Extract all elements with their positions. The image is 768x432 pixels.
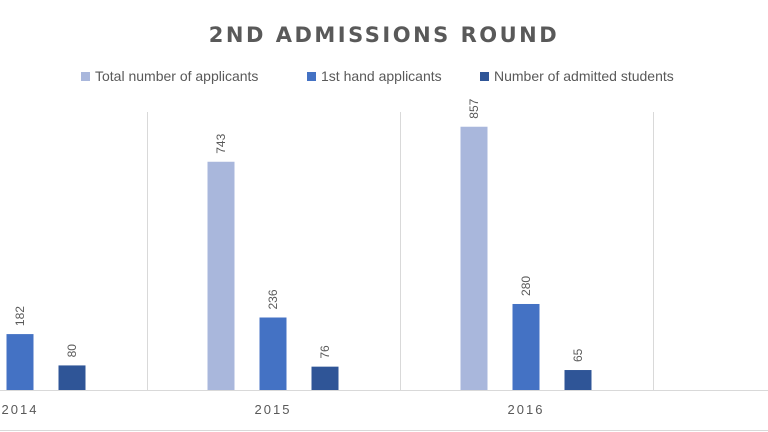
bar-number-of-admitted-students-2016 (564, 370, 592, 390)
data-label-number-of-admitted-students-2016: 65 (571, 348, 585, 362)
legend: Total number of applicants 1st hand appli… (81, 68, 674, 84)
data-label-number-of-admitted-students-2014: 80 (65, 344, 79, 358)
bar-total-number-of-applicants-2016 (460, 126, 488, 390)
category-separators (147, 112, 654, 390)
data-label-1st-hand-applicants-2016: 280 (519, 276, 533, 296)
legend-label-1st-hand-applicants: 1st hand applicants (321, 68, 442, 84)
x-tick-label-2014: 2014 (2, 402, 39, 417)
x-tick-label-2016: 2016 (508, 402, 545, 417)
legend-swatch-1st-hand-applicants (307, 72, 316, 81)
bar-total-number-of-applicants-2015 (207, 161, 235, 390)
legend-label-number-of-admitted-students: Number of admitted students (494, 68, 674, 84)
bar-1st-hand-applicants-2015 (259, 317, 287, 390)
data-label-total-number-of-applicants-2016: 857 (467, 98, 481, 118)
data-label-number-of-admitted-students-2015: 76 (318, 345, 332, 359)
legend-swatch-number-of-admitted-students (480, 72, 489, 81)
x-tick-label-2015: 2015 (255, 402, 292, 417)
bar-number-of-admitted-students-2014 (58, 365, 86, 390)
legend-label-total-number-of-applicants: Total number of applicants (95, 68, 258, 84)
data-label-total-number-of-applicants-2015: 743 (214, 133, 228, 153)
bars (6, 126, 592, 390)
x-axis-ticks: 2014201520162 (2, 402, 545, 417)
data-label-1st-hand-applicants-2014: 182 (13, 306, 27, 326)
bar-1st-hand-applicants-2016 (512, 303, 540, 390)
bar-number-of-admitted-students-2015 (311, 366, 339, 390)
chart-title: 2ND ADMISSIONS ROUND (209, 23, 559, 47)
data-label-1st-hand-applicants-2015: 236 (266, 289, 280, 309)
data-labels: 182 80 743 236 76 857 280 65 (13, 98, 585, 362)
legend-swatch-total-number-of-applicants (81, 72, 90, 81)
bar-1st-hand-applicants-2014 (6, 334, 34, 390)
